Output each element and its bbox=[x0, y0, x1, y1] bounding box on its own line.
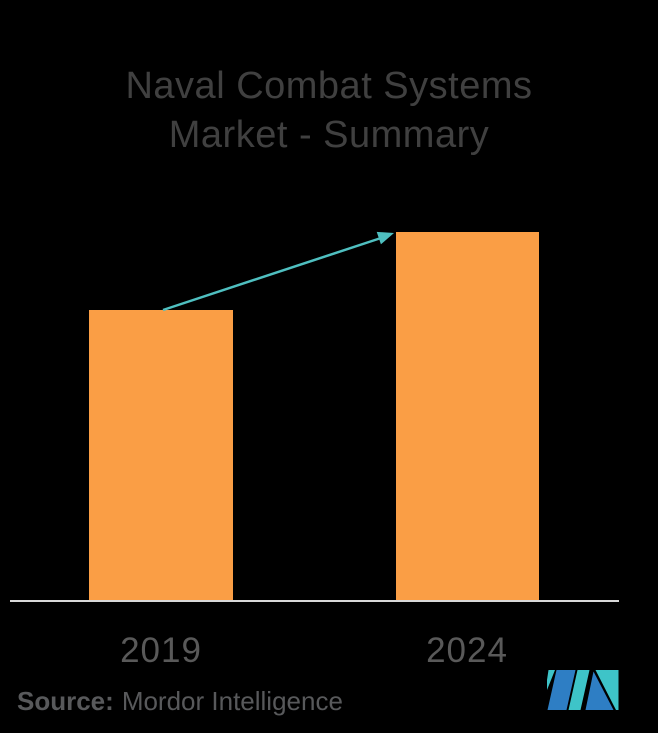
chart-title-line1: Naval Combat Systems bbox=[125, 65, 533, 107]
source-caption: Source: Mordor Intelligence bbox=[17, 686, 343, 717]
bar-2024 bbox=[396, 232, 539, 600]
chart-title: Naval Combat Systems Market - Summary bbox=[0, 62, 658, 160]
x-axis-line bbox=[10, 600, 619, 602]
source-value: Mordor Intelligence bbox=[121, 686, 343, 716]
x-tick-2024: 2024 bbox=[426, 631, 508, 670]
source-label: Source: bbox=[17, 686, 114, 716]
growth-arrow-icon bbox=[162, 231, 394, 312]
chart-title-line2: Market - Summary bbox=[168, 114, 490, 156]
x-tick-2019: 2019 bbox=[120, 631, 202, 670]
bar-2019 bbox=[89, 310, 233, 600]
mordor-intelligence-logo-icon bbox=[547, 670, 619, 710]
